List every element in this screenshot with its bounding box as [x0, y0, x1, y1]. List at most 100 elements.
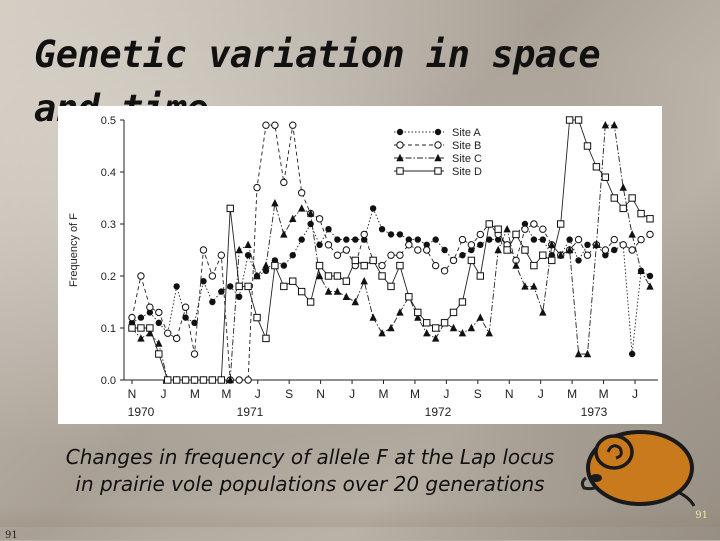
data-point-site-b: [128, 313, 136, 322]
data-point-site-d: [548, 256, 556, 265]
data-point-site-c: [485, 329, 493, 337]
data-point-site-a: [307, 220, 314, 228]
data-point-site-d: [155, 350, 163, 358]
legend-label-site-c: Site C: [452, 153, 482, 165]
cartoon-mouse-icon: [580, 430, 696, 507]
data-point-site-d: [137, 324, 145, 332]
data-point-site-c: [503, 225, 511, 233]
caption-text-1: Changes in frequency of allele: [65, 445, 377, 469]
x-month-label: J: [443, 387, 449, 401]
data-point-site-c: [369, 313, 377, 321]
data-point-site-a: [343, 236, 350, 243]
data-point-site-a: [191, 319, 198, 326]
y-tick-label: 0.4: [101, 167, 116, 179]
data-point-site-d: [280, 282, 288, 291]
data-point-site-d: [235, 282, 243, 291]
data-point-site-b: [199, 246, 208, 254]
data-point-site-d: [414, 308, 422, 317]
caption-allele: F: [376, 445, 388, 469]
data-point-site-b: [467, 241, 476, 249]
data-point-site-d: [530, 261, 538, 270]
data-point-site-b: [414, 246, 422, 254]
data-point-site-a: [468, 246, 475, 254]
data-point-site-c: [449, 323, 458, 332]
data-point-site-d: [253, 313, 261, 322]
data-point-site-c: [431, 334, 440, 342]
data-point-site-d: [583, 142, 592, 150]
data-point-site-a: [432, 236, 439, 243]
x-month-label: J: [255, 387, 261, 401]
data-point-site-b: [458, 235, 467, 244]
data-point-site-b: [628, 246, 636, 254]
data-point-site-a: [423, 241, 430, 248]
data-point-site-c: [628, 230, 636, 238]
data-point-site-a: [566, 236, 573, 243]
data-point-site-b: [244, 376, 252, 384]
caption-text-2: at the: [387, 445, 460, 469]
data-point-site-b: [423, 246, 431, 254]
data-point-site-d: [306, 298, 315, 306]
data-point-site-b: [440, 267, 449, 275]
data-point-site-c: [565, 245, 574, 254]
data-point-site-b: [217, 251, 226, 259]
data-point-site-c: [646, 282, 654, 290]
data-point-site-a: [137, 314, 145, 321]
data-point-site-a: [298, 236, 305, 243]
data-point-site-d: [315, 261, 324, 270]
data-point-site-d: [271, 261, 279, 270]
data-point-site-a: [539, 236, 547, 243]
data-point-site-a: [200, 278, 207, 285]
data-point-site-d: [619, 204, 627, 213]
y-tick-label: 0.0: [101, 375, 116, 387]
data-point-site-d: [646, 215, 654, 223]
x-month-label: J: [160, 387, 166, 401]
legend-marker-site-b: [434, 141, 442, 149]
data-point-site-b: [574, 235, 583, 244]
data-point-site-b: [146, 303, 154, 311]
data-point-site-c: [253, 271, 261, 280]
data-point-site-c: [592, 240, 601, 248]
data-point-site-b: [190, 350, 199, 358]
figure-caption: Changes in frequency of allele F at the …: [20, 444, 600, 498]
data-point-site-d: [601, 173, 610, 181]
data-point-site-b: [601, 246, 610, 254]
data-point-site-d: [360, 261, 368, 270]
data-point-site-d: [387, 282, 395, 291]
data-point-site-a: [441, 246, 448, 254]
x-month-label: S: [285, 387, 293, 401]
x-month-label: M: [599, 387, 609, 401]
page-number: 91: [695, 510, 708, 521]
data-point-site-a: [289, 252, 296, 259]
legend-marker-site-d: [434, 167, 442, 175]
data-point-site-a: [262, 267, 270, 274]
data-point-site-c: [619, 183, 627, 191]
data-point-site-a: [628, 350, 636, 358]
data-point-site-c: [378, 329, 386, 337]
data-point-site-c: [342, 292, 351, 300]
legend-label-site-b: Site B: [452, 140, 481, 152]
data-point-site-d: [351, 256, 359, 265]
data-point-site-b: [610, 235, 618, 244]
data-point-site-a: [146, 309, 154, 316]
x-month-label: M: [410, 387, 420, 401]
data-point-site-c: [271, 199, 279, 207]
data-point-site-b: [155, 308, 163, 317]
data-point-site-c: [315, 271, 324, 280]
data-point-site-a: [477, 241, 484, 248]
data-point-site-d: [431, 324, 440, 332]
data-point-site-d: [181, 376, 190, 384]
data-point-site-c: [333, 287, 342, 295]
data-point-site-a: [361, 236, 368, 243]
data-point-site-b: [583, 251, 592, 259]
data-point-site-d: [405, 293, 413, 301]
data-point-site-d: [190, 376, 199, 384]
data-point-site-d: [244, 282, 252, 291]
data-point-site-d: [494, 225, 502, 233]
data-point-site-c: [297, 204, 306, 212]
data-point-site-c: [137, 334, 145, 342]
data-point-site-b: [333, 251, 342, 259]
data-point-site-a: [244, 252, 252, 259]
data-point-site-c: [548, 240, 556, 248]
x-month-label: J: [538, 387, 544, 401]
